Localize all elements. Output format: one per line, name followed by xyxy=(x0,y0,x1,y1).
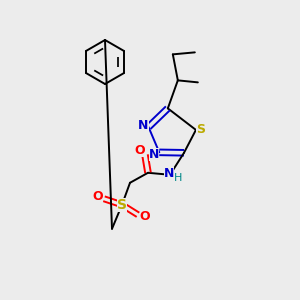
Text: S: S xyxy=(117,198,127,212)
Text: O: O xyxy=(93,190,103,203)
Text: S: S xyxy=(196,123,206,136)
Text: N: N xyxy=(138,118,149,131)
Text: N: N xyxy=(164,167,174,180)
Text: H: H xyxy=(174,173,182,183)
Text: N: N xyxy=(149,148,160,161)
Text: O: O xyxy=(140,210,150,223)
Text: O: O xyxy=(135,144,145,157)
